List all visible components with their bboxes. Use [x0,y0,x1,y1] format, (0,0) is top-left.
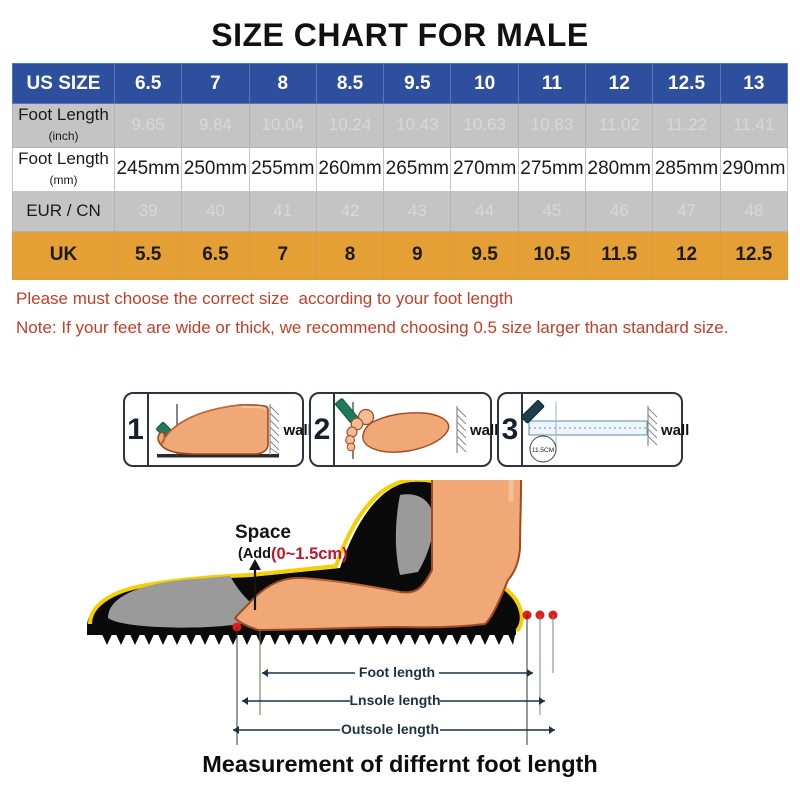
svg-text:Foot length: Foot length [359,664,435,680]
svg-text:Lnsole length: Lnsole length [350,692,441,708]
svg-text:(Add: (Add [238,546,271,562]
svg-text:Outsole length: Outsole length [341,721,439,737]
svg-text:(0~1.5cm): (0~1.5cm) [271,545,348,563]
svg-text:11.5CM: 11.5CM [532,447,554,454]
svg-text:Measurement of differnt foot l: Measurement of differnt foot length [202,751,598,777]
svg-text:Space: Space [235,522,291,543]
